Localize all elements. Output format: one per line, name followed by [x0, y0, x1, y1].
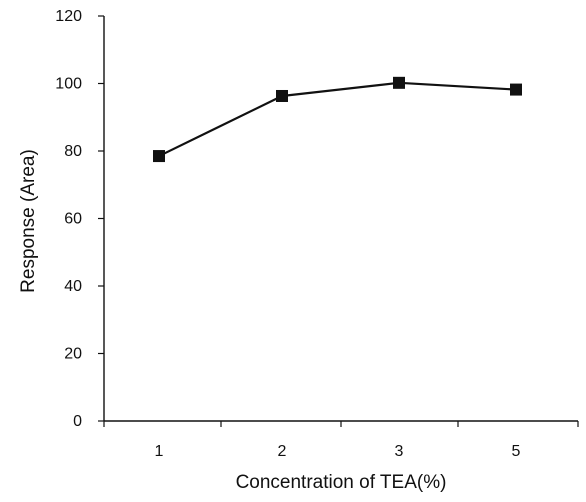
y-tick-label-4: 80: [64, 143, 82, 160]
data-point-1: [276, 89, 288, 102]
y-tick-label-3: 60: [64, 211, 82, 228]
x-tick-label-1: 2: [278, 443, 287, 460]
series-layer: [157, 81, 518, 158]
x-tick-label-3: 5: [512, 443, 521, 460]
y-tick-label-0: 0: [73, 413, 82, 430]
axes: [103, 16, 578, 422]
x-tick-label-0: 1: [155, 443, 164, 460]
series-line-0: [157, 81, 518, 158]
x-tick-label-2: 3: [395, 443, 404, 460]
markers-layer: [153, 76, 522, 163]
ticks: 0 20 40 60 80 100 120 1 2 3 5: [55, 8, 579, 460]
y-tick-label-1: 20: [64, 346, 82, 363]
y-axis-label: Response (Area): [18, 149, 39, 293]
x-axis-label: Concentration of TEA(%): [236, 472, 447, 493]
y-tick-label-2: 40: [64, 278, 82, 295]
data-point-3: [510, 83, 522, 96]
data-point-2: [393, 76, 405, 89]
y-tick-label-6: 120: [55, 8, 82, 25]
y-tick-label-5: 100: [55, 76, 82, 93]
data-point-0: [153, 150, 165, 163]
